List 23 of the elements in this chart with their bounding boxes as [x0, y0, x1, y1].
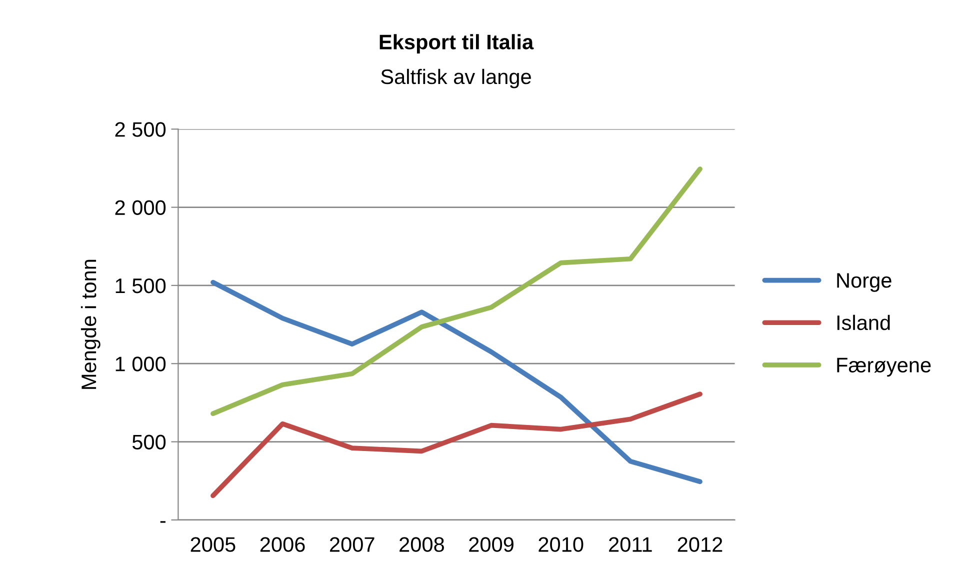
x-tick-label: 2006 — [260, 537, 305, 552]
legend-label: Norge — [837, 273, 892, 292]
chart-subtitle: Saltfisk av lange — [381, 68, 531, 88]
legend-label: Færøyene — [837, 358, 931, 377]
x-tick-label: 2005 — [190, 537, 236, 552]
line-series — [210, 166, 702, 416]
x-tick-label: 2010 — [538, 537, 584, 552]
x-tick-label: 2009 — [469, 537, 514, 552]
x-tick-label: 2007 — [330, 537, 374, 552]
y-tick-label: - — [160, 521, 166, 523]
y-tick-label: 2 500 — [115, 122, 166, 137]
x-tick-label: 2011 — [609, 537, 652, 552]
line-series — [210, 392, 702, 498]
legend-label: Island — [837, 314, 890, 330]
line-series — [210, 280, 702, 484]
y-tick-label: 1 500 — [116, 278, 166, 294]
chart-title: Eksport til Italia — [380, 34, 534, 54]
y-tick-label: 2 000 — [115, 200, 166, 216]
y-tick-label: 1 000 — [116, 356, 166, 372]
x-tick-label: 2008 — [400, 537, 444, 552]
y-tick-label: 500 — [132, 434, 166, 450]
y-axis-title: Mengde i tonn — [80, 260, 100, 389]
x-tick-label: 2012 — [678, 537, 722, 552]
